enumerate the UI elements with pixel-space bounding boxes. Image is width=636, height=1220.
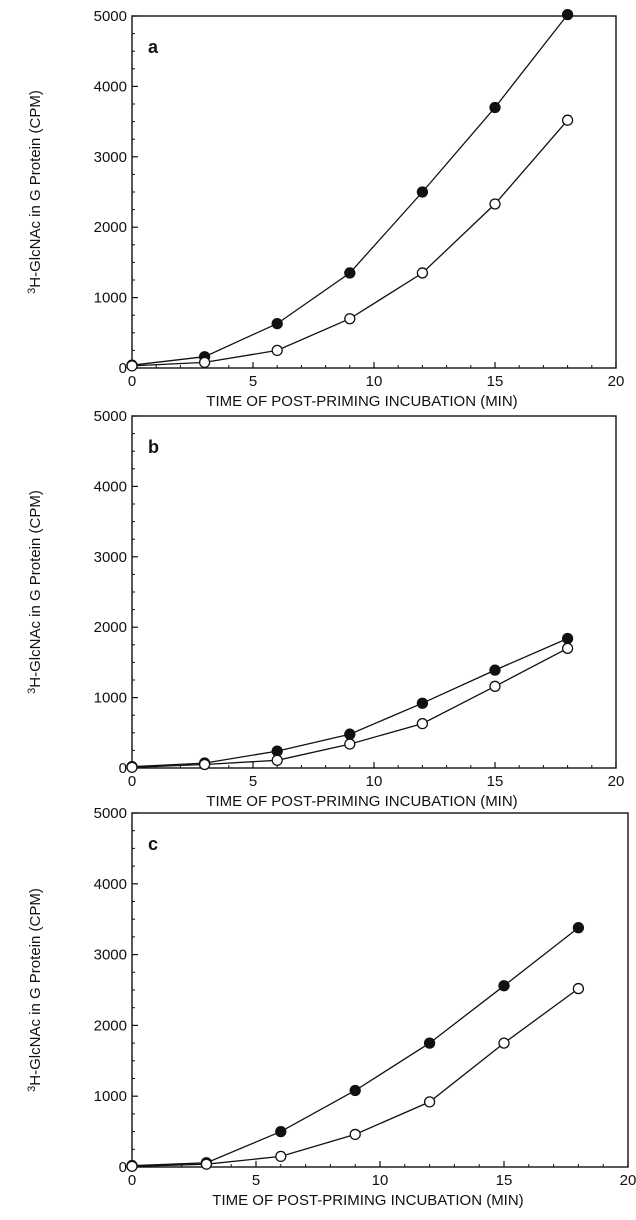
open-series-line: [131, 119, 569, 367]
open-data-point: [275, 1150, 287, 1163]
chart-panel-b: 0 5 10 15 20 0 1000 2000 3000 4000 5000 TIME OF POS…: [26, 408, 624, 810]
x-tick-label: 5: [249, 773, 257, 790]
filled-data-point: [344, 728, 356, 740]
y-tick-label: 1000: [94, 1088, 127, 1105]
y-tick-label: 5000: [94, 805, 127, 822]
x-tick-label: 10: [366, 773, 383, 790]
y-tick-label: 1000: [94, 290, 127, 307]
open-data-point: [126, 1160, 138, 1172]
y-tick-label: 1000: [94, 690, 127, 707]
y-axis-title-text: H-GlcNAc in G Protein (CPM): [27, 888, 44, 1086]
open-data-point: [572, 982, 585, 995]
x-tick-label: 0: [128, 1172, 136, 1189]
filled-data-point: [561, 632, 574, 645]
filled-data-point: [561, 8, 574, 21]
plot-frame: [131, 15, 617, 369]
filled-data-point: [489, 101, 501, 114]
open-data-point: [498, 1037, 510, 1049]
x-tick-label: 15: [487, 773, 504, 790]
y-axis-title-superscript: 3: [26, 1086, 38, 1092]
filled-data-point: [416, 697, 429, 709]
y-axis-title: 3H-GlcNAc in G Protein (CPM): [26, 888, 44, 1092]
panel-letter: a: [148, 37, 159, 57]
x-axis-title: TIME OF POST-PRIMING INCUBATION (MIN): [206, 393, 517, 410]
x-tick-label: 0: [128, 373, 136, 390]
x-tick-label: 15: [496, 1172, 513, 1189]
open-data-point: [126, 761, 138, 773]
filled-data-point: [271, 317, 283, 330]
plot-frame: [131, 415, 617, 769]
open-data-point: [416, 267, 429, 279]
x-tick-label: 10: [372, 1172, 389, 1189]
filled-data-point: [344, 267, 356, 279]
open-data-point: [561, 114, 574, 126]
y-tick-label: 4000: [94, 478, 127, 495]
x-axis-title: TIME OF POST-PRIMING INCUBATION (MIN): [206, 793, 517, 810]
y-tick-label: 4000: [94, 78, 127, 95]
open-data-point: [126, 360, 138, 372]
chart-panel-a: 0 5 10 15 20 0 1000 2000 3000 4000 5000 TIME OF POS…: [26, 8, 624, 410]
y-tick-label: 0: [119, 1159, 127, 1176]
open-data-point: [198, 758, 211, 771]
open-data-point: [423, 1096, 436, 1108]
filled-data-point: [423, 1037, 436, 1049]
y-tick-label: 2000: [94, 219, 127, 236]
filled-data-point: [416, 186, 429, 198]
filled-series-line: [131, 14, 569, 366]
open-data-point: [198, 356, 211, 369]
x-tick-label: 15: [487, 373, 504, 390]
y-axis-title-superscript: 3: [26, 288, 38, 294]
x-tick-label: 0: [128, 773, 136, 790]
y-tick-label: 5000: [94, 8, 127, 25]
y-tick-label: 0: [119, 360, 127, 377]
panel-letter: b: [148, 437, 159, 457]
y-tick-label: 2000: [94, 1017, 127, 1034]
filled-data-point: [275, 1125, 287, 1138]
x-tick-label: 5: [249, 373, 257, 390]
open-data-point: [344, 738, 356, 750]
filled-data-point: [489, 664, 501, 676]
filled-data-point: [271, 745, 283, 757]
open-data-point: [344, 313, 356, 325]
y-tick-label: 2000: [94, 619, 127, 636]
panel-letter: c: [148, 834, 158, 854]
y-axis-title: 3H-GlcNAc in G Protein (CPM): [26, 90, 44, 294]
x-tick-label: 20: [620, 1172, 636, 1189]
y-tick-label: 3000: [94, 549, 127, 566]
y-axis-title-text: H-GlcNAc in G Protein (CPM): [27, 490, 44, 688]
x-tick-label: 10: [366, 373, 383, 390]
x-tick-label: 20: [608, 373, 625, 390]
open-data-point: [349, 1128, 361, 1141]
plot-frame: [131, 812, 629, 1168]
open-data-point: [416, 717, 429, 730]
y-axis-title: 3H-GlcNAc in G Protein (CPM): [26, 490, 44, 694]
open-data-point: [271, 754, 283, 766]
x-tick-label: 5: [252, 1172, 260, 1189]
y-tick-label: 0: [119, 760, 127, 777]
open-data-point: [561, 642, 574, 654]
open-data-point: [200, 1158, 213, 1170]
x-tick-label: 20: [608, 773, 625, 790]
y-tick-label: 5000: [94, 408, 127, 425]
x-axis-title: TIME OF POST-PRIMING INCUBATION (MIN): [212, 1192, 523, 1209]
chart-panel-c: 0 5 10 15 20 0 1000 2000 3000 4000 5000 TIME OF POS…: [26, 805, 636, 1209]
filled-data-point: [498, 980, 510, 992]
open-data-point: [271, 344, 283, 357]
y-axis-title-superscript: 3: [26, 688, 38, 694]
y-axis-title-text: H-GlcNAc in G Protein (CPM): [27, 90, 44, 288]
y-tick-label: 3000: [94, 149, 127, 166]
filled-data-point: [572, 922, 585, 934]
y-tick-label: 4000: [94, 876, 127, 893]
filled-data-point: [349, 1084, 361, 1097]
open-data-point: [489, 198, 501, 210]
open-data-point: [489, 680, 501, 692]
y-tick-label: 3000: [94, 947, 127, 964]
